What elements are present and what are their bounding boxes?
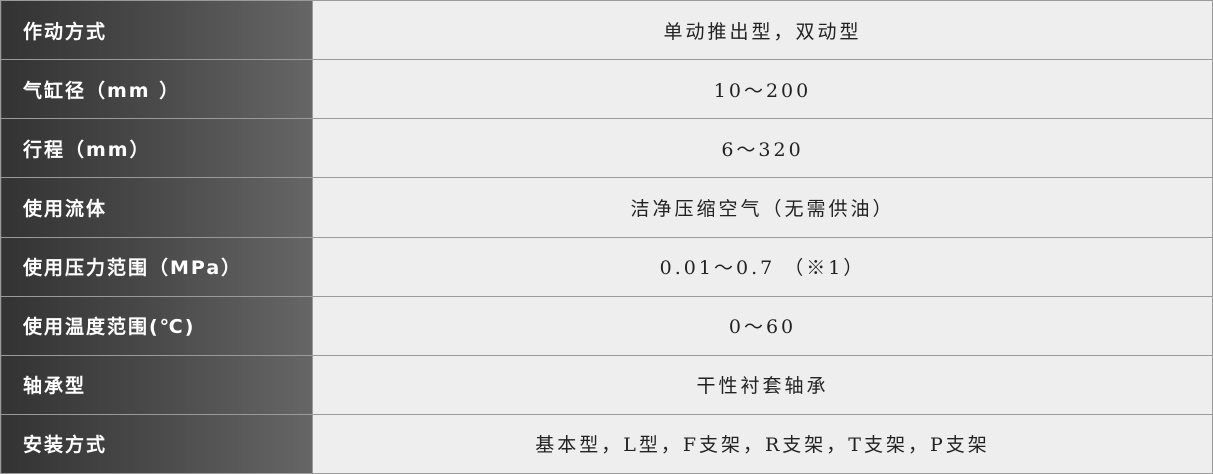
spec-row-fluid: 使用流体 洁净压缩空气（无需供油） [0,177,1213,238]
spec-label: 作动方式 [0,0,313,61]
spec-label: 使用流体 [0,177,313,238]
spec-row-mounting-type: 安装方式 基本型，L型，F支架，R支架，T支架，P支架 [0,413,1213,474]
spec-value: 单动推出型，双动型 [312,0,1213,61]
spec-label: 轴承型 [0,354,313,415]
spec-label: 行程（mm） [0,118,313,179]
spec-label: 气缸径（mm ） [0,59,313,120]
spec-row-bore-size: 气缸径（mm ） 10～200 [0,59,1213,120]
spec-label: 使用压力范围（MPa） [0,236,313,297]
spec-label: 使用温度范围(℃) [0,295,313,356]
spec-row-actuation-type: 作动方式 单动推出型，双动型 [0,0,1213,61]
spec-value: 10～200 [312,59,1213,120]
spec-value: 基本型，L型，F支架，R支架，T支架，P支架 [312,413,1213,474]
spec-value: 0.01～0.7 （※1） [312,236,1213,297]
spec-value: 0～60 [312,295,1213,356]
spec-row-temperature-range: 使用温度范围(℃) 0～60 [0,295,1213,356]
spec-row-bearing-type: 轴承型 干性衬套轴承 [0,354,1213,415]
spec-row-pressure-range: 使用压力范围（MPa） 0.01～0.7 （※1） [0,236,1213,297]
spec-value: 干性衬套轴承 [312,354,1213,415]
spec-label: 安装方式 [0,413,313,474]
spec-value: 6～320 [312,118,1213,179]
spec-value: 洁净压缩空气（无需供油） [312,177,1213,238]
spec-row-stroke: 行程（mm） 6～320 [0,118,1213,179]
